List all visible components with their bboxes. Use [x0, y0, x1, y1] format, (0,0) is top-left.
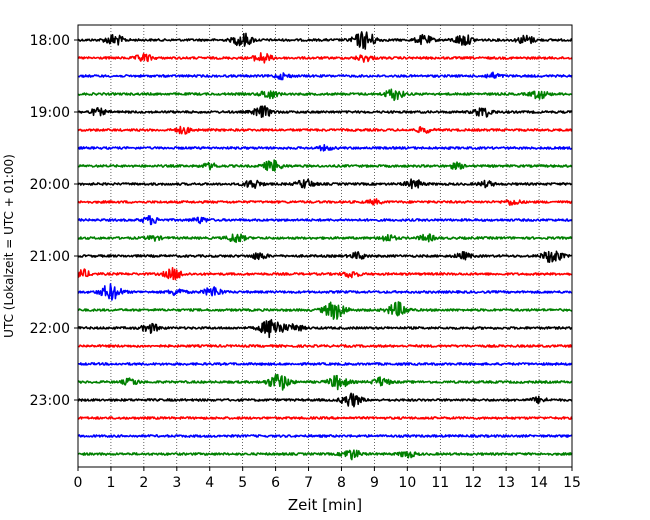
x-tick-label: 4: [205, 475, 214, 491]
trace-line: [77, 434, 573, 438]
y-tick-label: 19:00: [30, 105, 70, 121]
x-tick-label: 15: [563, 475, 581, 491]
trace-line: [77, 105, 573, 119]
trace-line: [77, 266, 573, 281]
y-tick-label: 23:00: [30, 393, 70, 409]
y-tick-label: 18:00: [30, 33, 70, 49]
trace-line: [77, 301, 573, 320]
x-tick-label: 7: [304, 475, 313, 491]
trace-line: [77, 178, 573, 190]
x-tick-label: 13: [497, 475, 515, 491]
y-tick-label: 22:00: [30, 321, 70, 337]
y-tick-label: 20:00: [30, 177, 70, 193]
trace-line: [77, 283, 573, 301]
trace-line: [77, 143, 573, 152]
trace-line: [77, 344, 573, 348]
plot-frame: [77, 24, 573, 468]
y-axis-label: UTC (Lokalzeit = UTC + 01:00): [2, 154, 16, 338]
trace-line: [77, 31, 573, 50]
trace-line: [77, 449, 573, 461]
x-tick-label: 9: [370, 475, 379, 491]
trace-line: [77, 318, 573, 339]
x-tick-label: 14: [530, 475, 548, 491]
x-axis-label: Zeit [min]: [288, 496, 362, 514]
trace-line: [77, 392, 573, 408]
y-tick-label: 21:00: [30, 249, 70, 265]
trace-line: [77, 233, 573, 244]
trace-line: [77, 416, 573, 420]
y-axis-ticks: 18:00 19:00 20:00 21:00 22:00 23:00: [30, 33, 78, 409]
x-tick-label: 8: [337, 475, 346, 491]
x-tick-label: 3: [172, 475, 181, 491]
x-tick-label: 10: [398, 475, 416, 491]
trace-line: [77, 362, 573, 366]
x-tick-label: 1: [106, 475, 115, 491]
x-axis-ticks: 0 1 2 3 4 5 6 7 8 9 10 11 12 13 14 15: [74, 467, 581, 491]
trace-line: [77, 52, 573, 64]
trace-line: [77, 215, 573, 226]
trace-line: [77, 159, 573, 172]
trace-line: [77, 373, 573, 391]
trace-line: [77, 125, 573, 135]
x-tick-label: 2: [139, 475, 148, 491]
x-tick-label: 0: [74, 475, 83, 491]
x-tick-label: 6: [271, 475, 280, 491]
trace-line: [77, 250, 573, 264]
seismic-traces: [77, 31, 573, 461]
x-tick-label: 12: [464, 475, 482, 491]
trace-line: [77, 88, 573, 102]
x-tick-label: 5: [238, 475, 247, 491]
trace-line: [77, 71, 573, 81]
x-tick-label: 11: [431, 475, 449, 491]
trace-line: [77, 198, 573, 206]
